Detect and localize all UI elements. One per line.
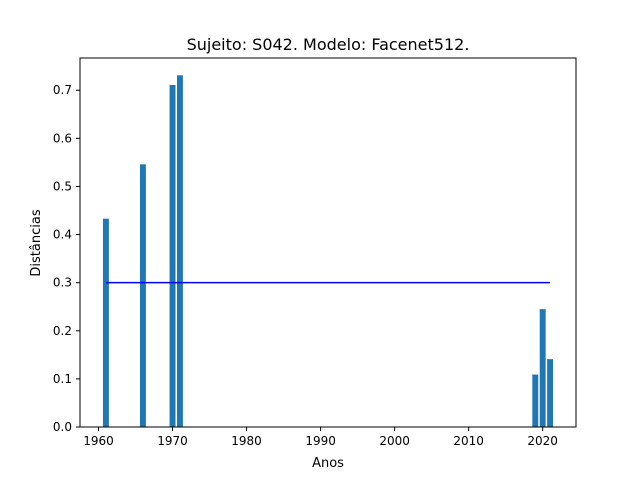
y-axis: 0.0 0.1 0.2 0.3 0.4 0.5 0.6 0.7 (53, 83, 80, 434)
y-tick-label: 0.0 (53, 420, 72, 434)
axes-frame (79, 57, 577, 428)
x-tick-label: 1960 (83, 434, 114, 448)
y-tick-label: 0.1 (53, 372, 72, 386)
x-tick-label: 1970 (157, 434, 188, 448)
x-tick-label: 2010 (453, 434, 484, 448)
x-tick-label: 1990 (305, 434, 336, 448)
y-tick-label: 0.5 (53, 179, 72, 193)
y-tick-label: 0.4 (53, 228, 72, 242)
bar (547, 359, 554, 427)
plot-area (102, 75, 554, 428)
x-axis-label: Anos (312, 456, 344, 471)
y-axis-label: Distâncias (29, 209, 44, 276)
chart-title: Sujeito: S042. Modelo: Facenet512. (187, 35, 470, 54)
bar (532, 374, 539, 427)
y-tick-label: 0.3 (53, 276, 72, 290)
y-tick-label: 0.6 (53, 131, 72, 145)
bar (139, 164, 146, 428)
bar (539, 309, 546, 427)
y-tick-label: 0.7 (53, 83, 72, 97)
x-tick-label: 2020 (527, 434, 558, 448)
bar (102, 218, 109, 427)
bar (169, 84, 176, 427)
x-tick-label: 1980 (231, 434, 262, 448)
bar (176, 75, 183, 427)
x-tick-label: 2000 (379, 434, 410, 448)
y-tick-label: 0.2 (53, 324, 72, 338)
x-axis: 1960 1970 1980 1990 2000 2010 2020 (83, 427, 558, 448)
